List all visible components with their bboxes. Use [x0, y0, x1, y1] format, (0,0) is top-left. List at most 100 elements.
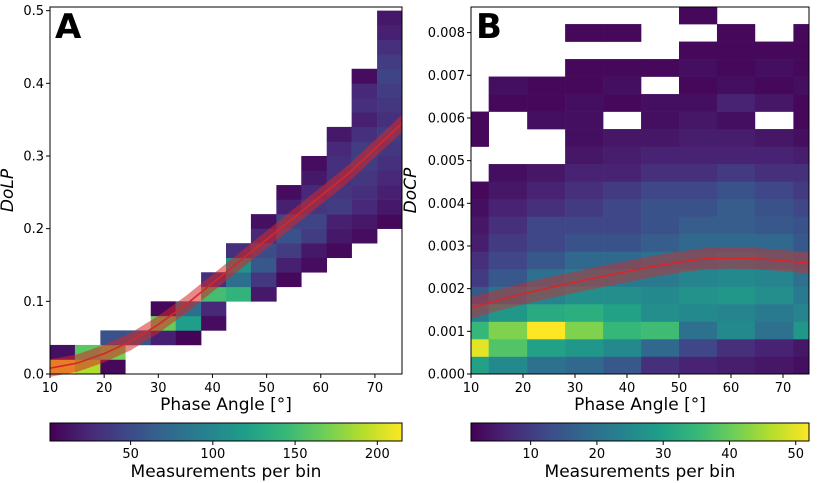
panel-b-cell [488, 339, 528, 357]
panel-b-cell [679, 111, 718, 130]
panel-b-cell [716, 76, 756, 95]
panel-b-cell [679, 321, 718, 340]
panel-b-cell [793, 321, 810, 340]
panel-b-cell [716, 164, 756, 182]
panel-b-cell [679, 304, 718, 322]
panel-b-cell [488, 181, 528, 200]
panel-b-cell [641, 339, 680, 357]
panel-b-cell [793, 111, 810, 130]
panel-b-cell [565, 356, 604, 375]
panel-a-y-tick-label: 0.0 [23, 368, 44, 383]
panel-b-cell [603, 356, 642, 375]
panel-b-cell [471, 339, 489, 357]
panel-b-cell [488, 199, 528, 217]
panel-b-cell [793, 76, 810, 95]
panel-b-cell [679, 199, 718, 217]
panel-b-cell [754, 304, 794, 322]
panel-b-cell [527, 94, 566, 112]
panel-b-cell [754, 76, 794, 95]
panel-b-cell [641, 251, 680, 270]
panel-b-cell [471, 234, 489, 252]
panel-b-cell [793, 269, 810, 287]
panel-b-y-tick-label: 0.003 [428, 239, 465, 254]
panel-b-cell [488, 94, 528, 112]
panel-a-cell [377, 10, 403, 26]
panel-b-cell [641, 164, 680, 182]
panel-b-cell [716, 269, 756, 287]
panel-b-cell [565, 321, 604, 340]
panel-b-cell [565, 234, 604, 252]
panel-b-cell [679, 41, 718, 60]
panel-a-cell [326, 199, 352, 215]
panel-a-cell [351, 199, 378, 215]
panel-b-cell [603, 339, 642, 357]
panel-b-cell [565, 164, 604, 182]
panel-b-cell [793, 251, 810, 270]
panel-b-cell [754, 321, 794, 340]
panel-b-cell [527, 111, 566, 130]
panel-b-cell [793, 199, 810, 217]
panel-b-cell [488, 234, 528, 252]
panel-b-cell [793, 24, 810, 42]
panel-b-cell [641, 181, 680, 200]
panel-b-heatmap-cells [471, 7, 810, 375]
panel-b-axes-frame [470, 6, 810, 375]
panel-b-cell [754, 356, 794, 375]
panel-b-cell [641, 269, 680, 287]
panel-b-cell [527, 181, 566, 200]
panel-a-x-tick-label: 10 [42, 381, 59, 396]
panel-b-cell [565, 24, 604, 42]
panel-b-cell [679, 234, 718, 252]
panel-b-cell [488, 304, 528, 322]
panel-a-colorbar: 50 100 150 200 Measurements per bin [49, 422, 403, 482]
panel-b-cell [641, 129, 680, 147]
panel-b-cell [603, 269, 642, 287]
panel-b-y-tick-label: 0.001 [428, 325, 465, 340]
panel-b-cell [488, 269, 528, 287]
panel-b-cell [793, 356, 810, 375]
panel-b-cell [527, 164, 566, 182]
panel-a-cell [276, 257, 302, 273]
panel-a-x-ticks: 10 20 30 40 50 60 70 [42, 374, 383, 396]
panel-b-cell [716, 304, 756, 322]
panel-b-x-tick-label: 30 [567, 381, 584, 396]
panel-a-cell [175, 330, 202, 346]
panel-b-cell [716, 339, 756, 357]
panel-a-cell [150, 330, 176, 346]
panel-b-cell [679, 146, 718, 165]
panel-b-cell [716, 24, 756, 42]
panel-b-cell [716, 321, 756, 340]
panel-b-cell [471, 356, 489, 375]
panel-b-cell [565, 286, 604, 305]
panel-b-x-tick-label: 60 [723, 381, 740, 396]
panel-b-cell [527, 321, 566, 340]
panel-b-cell [716, 94, 756, 112]
panel-a-cell [250, 272, 277, 288]
panel-a-colorbar-tick-label: 50 [122, 447, 139, 462]
panel-a-cell [326, 214, 352, 229]
panel-b-cell [793, 216, 810, 235]
panel-a-heatmap-cells [50, 10, 403, 375]
panel-a-cell [326, 155, 352, 171]
panel-b-cell [716, 129, 756, 147]
panel-b-cell [603, 286, 642, 305]
panel-a-y-axis-label: DoLP [0, 168, 18, 212]
panel-a-cell [351, 170, 378, 186]
panel-b-y-tick-label: 0.000 [428, 368, 465, 383]
panel-a-colorbar-tick-label: 100 [200, 447, 225, 462]
panel-b-cell [716, 286, 756, 305]
panel-b-x-tick-label: 20 [515, 381, 532, 396]
panel-a-colorbar-tick-label: 150 [283, 447, 308, 462]
panel-b-cell [527, 216, 566, 235]
panel-b-cell [527, 76, 566, 95]
panel-a-cell [377, 199, 403, 215]
panel-b-cell [754, 129, 794, 147]
panel-a-cell [301, 170, 328, 186]
panel-b-cell [716, 356, 756, 375]
panel-b-y-tick-label: 0.004 [428, 197, 465, 212]
panel-a-axes-frame [49, 6, 403, 375]
panel-b-colorbar-tick-label: 20 [589, 447, 606, 462]
panel-a-x-tick-label: 40 [204, 381, 221, 396]
panel-b-cell [527, 304, 566, 322]
panel-b-colorbar-tick-label: 10 [522, 447, 539, 462]
